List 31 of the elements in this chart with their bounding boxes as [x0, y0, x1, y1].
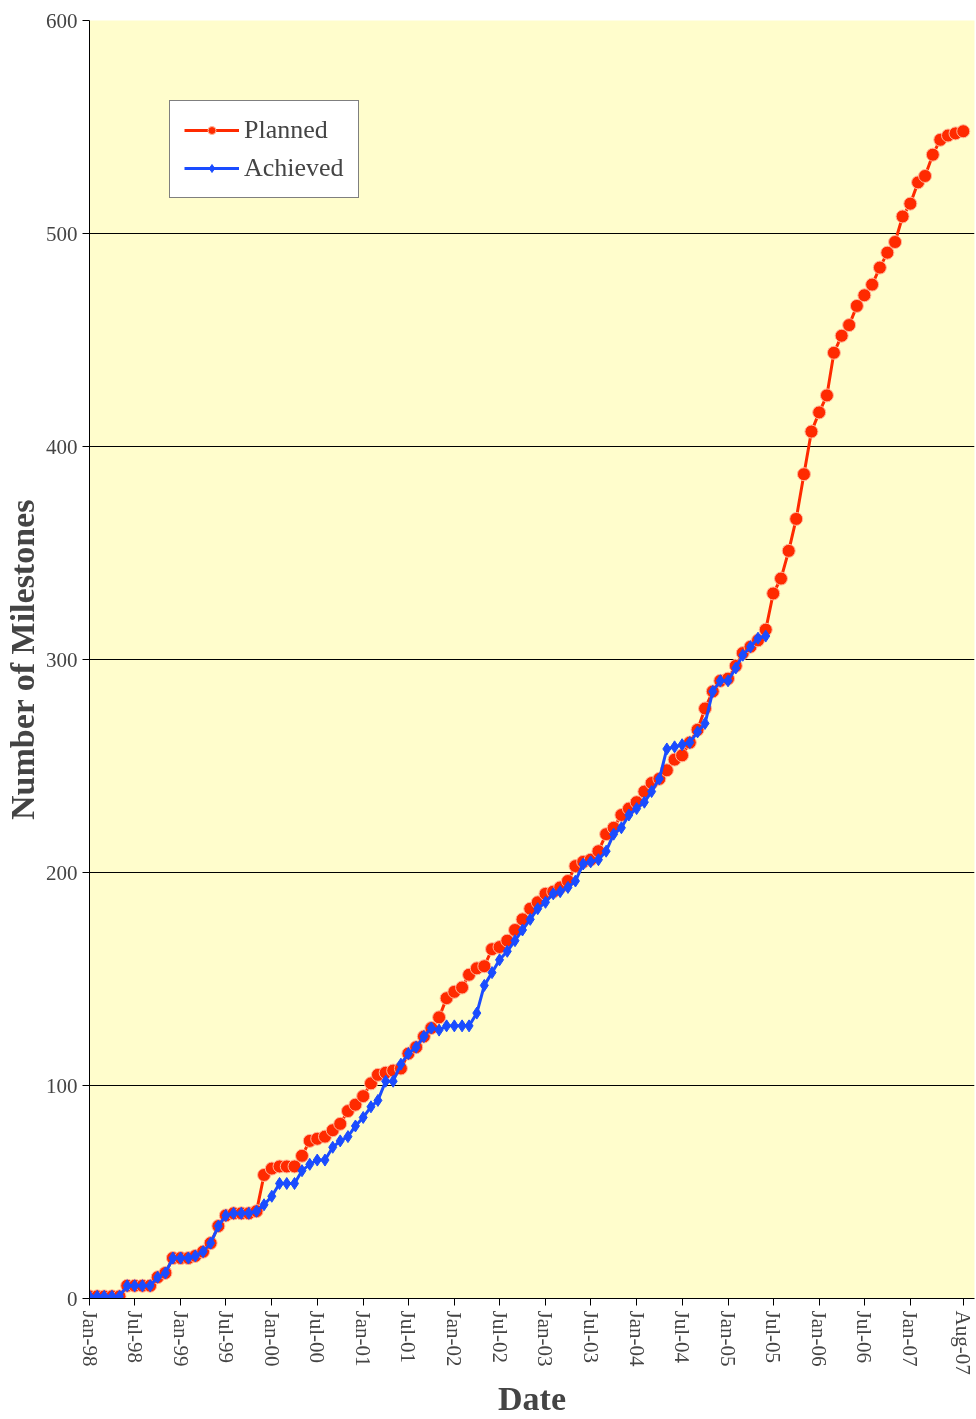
legend-label: Achieved — [244, 153, 344, 183]
legend-label: Planned — [244, 115, 328, 145]
y-tick-label: 100 — [46, 1073, 78, 1098]
y-tick-label: 300 — [46, 647, 78, 672]
x-tick-label: Aug-07 — [951, 1310, 976, 1375]
x-tick-label: Jan-03 — [533, 1310, 558, 1367]
x-tick-label: Jul-01 — [396, 1310, 421, 1363]
x-tick-label: Jan-99 — [168, 1310, 193, 1367]
y-tick-label: 500 — [46, 221, 78, 246]
x-tick-label: Jul-99 — [213, 1310, 238, 1363]
y-tick-label: 400 — [46, 434, 78, 459]
x-tick-label: Jan-98 — [77, 1310, 102, 1367]
x-tick-label: Jul-06 — [852, 1310, 877, 1363]
x-tick-label: Jan-04 — [624, 1310, 649, 1367]
y-axis-title: Number of Milestones — [4, 499, 41, 821]
x-tick-label: Jan-00 — [259, 1310, 284, 1367]
y-tick-label: 600 — [46, 8, 78, 33]
x-tick-label: Jan-06 — [807, 1310, 832, 1367]
x-tick-label: Jul-02 — [487, 1310, 512, 1363]
x-tick-label: Jan-02 — [442, 1310, 467, 1367]
x-tick-label: Jul-03 — [578, 1310, 603, 1363]
x-tick-label: Jan-07 — [898, 1310, 923, 1367]
x-tick-label: Jul-04 — [670, 1310, 695, 1364]
x-tick-label: Jan-01 — [351, 1310, 376, 1367]
x-tick-label: Jul-98 — [122, 1310, 147, 1363]
x-tick-label: Jan-05 — [716, 1310, 741, 1367]
x-tick-label: Jul-05 — [761, 1310, 786, 1363]
y-tick-label: 200 — [46, 860, 78, 885]
x-tick-label: Jul-00 — [305, 1310, 330, 1363]
y-tick-label: 0 — [67, 1286, 78, 1311]
x-axis-title: Date — [498, 1379, 566, 1417]
